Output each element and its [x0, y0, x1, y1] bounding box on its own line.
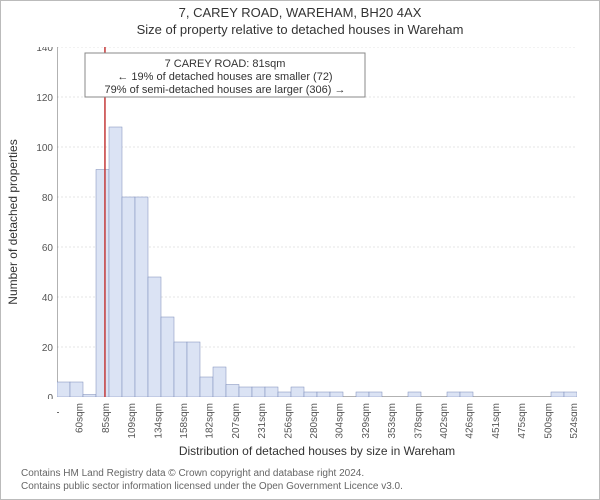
x-tick-label: 36sqm — [57, 403, 60, 433]
y-axis-label: Number of detached properties — [7, 139, 20, 304]
x-tick-label: 207sqm — [231, 403, 242, 439]
histogram-bar — [265, 387, 278, 397]
y-tick-label: 120 — [36, 93, 53, 104]
y-tick-label: 140 — [36, 47, 53, 54]
title-line-1: 7, CAREY ROAD, WAREHAM, BH20 4AX — [1, 5, 599, 20]
histogram-bar — [291, 387, 304, 397]
x-axis-label: Distribution of detached houses by size … — [179, 444, 455, 458]
histogram-bar — [122, 197, 135, 397]
chart-area: 7 CAREY ROAD: 81sqm← 19% of detached hou… — [57, 47, 577, 397]
histogram-bar — [200, 377, 213, 397]
footer: Contains HM Land Registry data © Crown c… — [21, 467, 403, 493]
annotation-line-1: 7 CAREY ROAD: 81sqm — [165, 58, 286, 70]
y-tick-label: 20 — [42, 343, 54, 354]
x-tick-label: 378sqm — [413, 403, 424, 439]
histogram-bar — [135, 197, 148, 397]
x-tick-label: 109sqm — [127, 403, 138, 439]
x-tick-label: 304sqm — [335, 403, 346, 439]
footer-line-1: Contains HM Land Registry data © Crown c… — [21, 467, 403, 480]
histogram-bar — [109, 127, 122, 397]
histogram-bar — [252, 387, 265, 397]
histogram-bar — [239, 387, 252, 397]
x-tick-label: 524sqm — [569, 403, 577, 439]
chart-container: 7, CAREY ROAD, WAREHAM, BH20 4AX Size of… — [0, 0, 600, 500]
footer-line-2: Contains public sector information licen… — [21, 480, 403, 493]
x-tick-label: 353sqm — [387, 403, 398, 439]
x-tick-label: 231sqm — [257, 403, 268, 439]
x-tick-label: 500sqm — [543, 403, 554, 439]
histogram-bar — [174, 342, 187, 397]
x-tick-label: 134sqm — [153, 403, 164, 439]
histogram-bar — [187, 342, 200, 397]
y-axis-label-svg: Number of detached properties — [7, 47, 27, 397]
x-tick-label: 158sqm — [179, 403, 190, 439]
y-tick-label: 40 — [42, 293, 54, 304]
histogram-bar — [57, 382, 70, 397]
x-tick-label: 402sqm — [439, 403, 450, 439]
y-ticks-svg: 0 20 40 60 80 100 120 140 — [27, 47, 57, 399]
x-tick-label: 475sqm — [517, 403, 528, 439]
histogram-bar — [226, 385, 239, 398]
x-tick-label: 85sqm — [101, 403, 112, 433]
x-tick-label: 426sqm — [465, 403, 476, 439]
annotation-line-3: 79% of semi-detached houses are larger (… — [105, 84, 346, 96]
y-tick-label: 60 — [42, 243, 54, 254]
title-area: 7, CAREY ROAD, WAREHAM, BH20 4AX Size of… — [1, 1, 599, 37]
y-tick-label: 80 — [42, 193, 54, 204]
x-tick-label: 451sqm — [491, 403, 502, 439]
x-tick-label: 280sqm — [309, 403, 320, 439]
y-tick-label: 100 — [36, 143, 53, 154]
x-tick-label: 182sqm — [205, 403, 216, 439]
title-line-2: Size of property relative to detached ho… — [1, 22, 599, 37]
x-tick-label: 256sqm — [283, 403, 294, 439]
x-ticks-svg: 36sqm 60sqm 85sqm 109sqm 134sqm 158sqm 182sqm 2… — [57, 397, 577, 445]
histogram-plot: 7 CAREY ROAD: 81sqm← 19% of detached hou… — [57, 47, 577, 397]
histogram-bar — [96, 170, 109, 398]
histogram-bar — [70, 382, 83, 397]
annotation-line-2: ← 19% of detached houses are smaller (72… — [117, 71, 332, 83]
histogram-bar — [213, 367, 226, 397]
histogram-bar — [161, 317, 174, 397]
histogram-bar — [148, 277, 161, 397]
y-tick-label: 0 — [47, 393, 53, 399]
x-tick-label: 329sqm — [361, 403, 372, 439]
x-tick-label: 60sqm — [75, 403, 86, 433]
